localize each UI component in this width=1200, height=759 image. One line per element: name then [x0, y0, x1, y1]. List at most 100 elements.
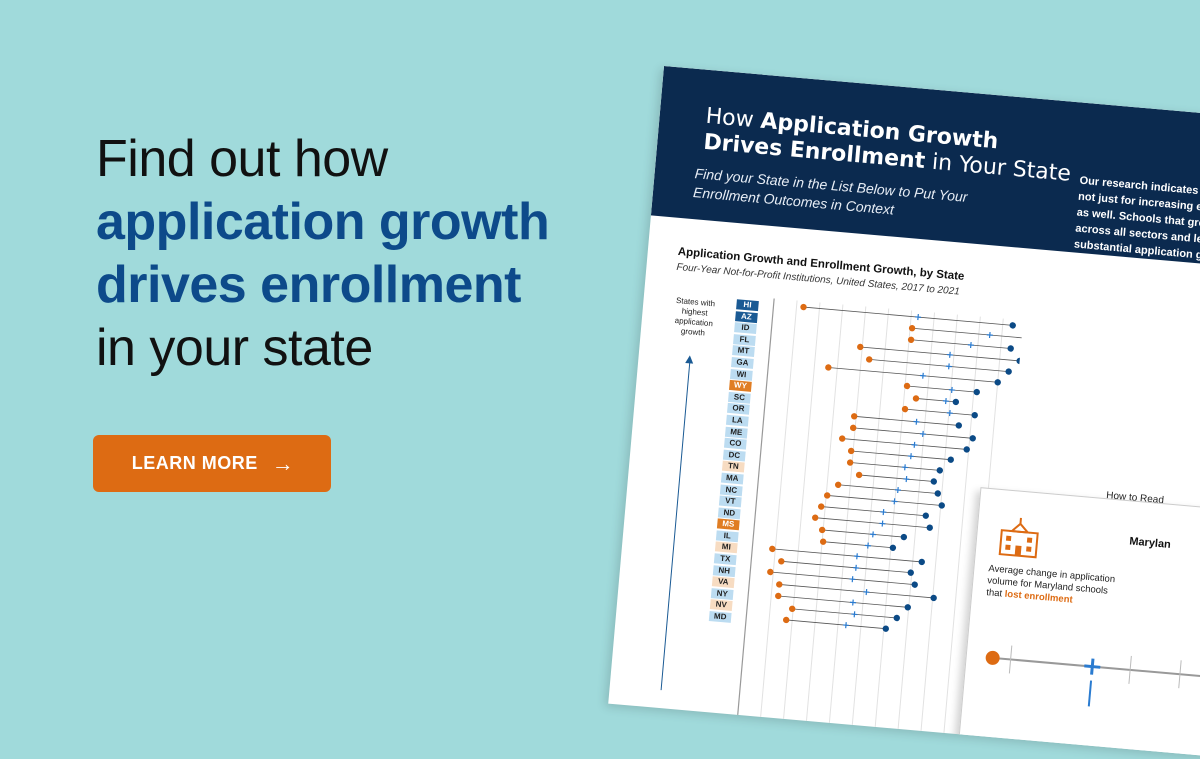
blue-dot	[952, 398, 960, 406]
blue-dot	[904, 604, 911, 611]
state-tag: MD	[708, 611, 732, 623]
blue-dot	[934, 490, 941, 497]
plus-marker	[917, 314, 919, 321]
legend-description: Average change in application volume for…	[986, 563, 1116, 610]
plus-marker	[881, 520, 884, 527]
school-building-icon	[998, 517, 1039, 559]
orange-dot	[855, 471, 863, 479]
blue-dot	[1007, 345, 1014, 352]
plus-marker	[905, 476, 908, 483]
state-tag: NC	[719, 484, 743, 496]
plus-marker	[915, 418, 918, 425]
blue-dot	[922, 512, 929, 519]
blue-dot	[911, 581, 918, 588]
orange-dot	[866, 356, 873, 363]
plus-marker	[872, 531, 874, 538]
range-line	[853, 427, 973, 439]
blue-dot	[994, 379, 1001, 386]
blue-dot	[955, 422, 962, 429]
range-line	[869, 359, 1009, 373]
grid-line	[782, 302, 821, 721]
orange-dot	[819, 538, 827, 545]
arrow-right-icon: →	[271, 450, 295, 476]
state-tag: MT	[732, 345, 755, 358]
range-line	[815, 517, 930, 529]
dumbbell-plot	[736, 298, 1024, 737]
state-tag: AZ	[735, 310, 758, 323]
orange-dot	[776, 581, 783, 588]
range-line	[827, 495, 942, 506]
range-line	[786, 619, 886, 630]
axis-label: States with highest application growth	[674, 295, 716, 338]
headline-highlight-1: application growth	[96, 193, 550, 251]
plus-marker	[948, 363, 950, 370]
orange-dot	[782, 616, 790, 624]
state-tag: TX	[713, 553, 737, 566]
range-line	[904, 408, 975, 416]
plus-marker	[969, 341, 972, 349]
state-tag: HI	[736, 299, 759, 312]
headline: Find out how application growth drives e…	[96, 128, 616, 380]
plus-marker	[948, 409, 951, 417]
grid-line	[759, 300, 798, 719]
state-tag: NY	[710, 587, 734, 600]
plus-marker	[852, 599, 854, 606]
blue-dot	[1009, 322, 1016, 329]
state-tag: ND	[717, 507, 741, 520]
plus-marker	[910, 453, 912, 460]
orange-dot	[903, 382, 911, 390]
orange-dot	[907, 336, 915, 343]
orange-dot	[769, 545, 776, 553]
blue-dot	[973, 388, 980, 396]
orange-dot	[817, 503, 825, 510]
title-post: in Your State	[930, 149, 1072, 187]
blue-dot	[930, 478, 938, 485]
title-pre: How	[704, 103, 755, 133]
orange-dot	[823, 492, 831, 499]
blue-dot	[1016, 357, 1023, 365]
axis-up-arrow-icon	[660, 361, 691, 691]
orange-dot	[825, 364, 832, 371]
orange-dot	[767, 568, 774, 576]
plus-marker	[867, 542, 869, 549]
blue-dot	[889, 544, 897, 551]
legend-text-3: that	[985, 587, 1003, 600]
plus-marker	[856, 553, 858, 560]
range-line	[860, 346, 1020, 362]
range-line	[772, 548, 922, 563]
orange-dot	[788, 605, 796, 613]
orange-dot	[778, 558, 785, 565]
blue-dot	[947, 456, 954, 463]
plus-marker	[845, 622, 847, 629]
state-tag: MI	[714, 541, 738, 554]
state-tag: MA	[720, 472, 744, 485]
state-tag: FL	[733, 333, 756, 346]
blue-dot	[936, 467, 944, 474]
range-line	[803, 306, 1013, 326]
state-tag: VT	[718, 495, 742, 508]
range-line	[859, 474, 934, 482]
range-line	[781, 560, 911, 574]
range-line	[828, 367, 998, 383]
state-tag: VA	[711, 576, 735, 589]
range-line	[842, 438, 967, 450]
blue-dot	[971, 412, 978, 419]
state-tag: NH	[712, 564, 736, 577]
orange-dot	[901, 405, 909, 413]
state-tag: WI	[730, 368, 753, 381]
blue-dot	[900, 533, 908, 541]
orange-dot	[834, 481, 842, 488]
blue-dot	[907, 569, 914, 576]
orange-dot	[847, 447, 855, 455]
plus-marker	[865, 589, 868, 596]
report-preview: How Application Growth Drives Enrollment…	[608, 66, 1200, 759]
state-tag: GA	[731, 356, 754, 369]
state-tag: WY	[729, 380, 752, 392]
plus-marker	[913, 441, 916, 448]
range-line	[912, 327, 1024, 341]
range-line	[838, 484, 938, 494]
range-line	[779, 584, 934, 599]
plus-marker	[951, 386, 953, 393]
learn-more-button[interactable]: LEARN MORE →	[93, 435, 331, 492]
range-line	[792, 608, 897, 619]
